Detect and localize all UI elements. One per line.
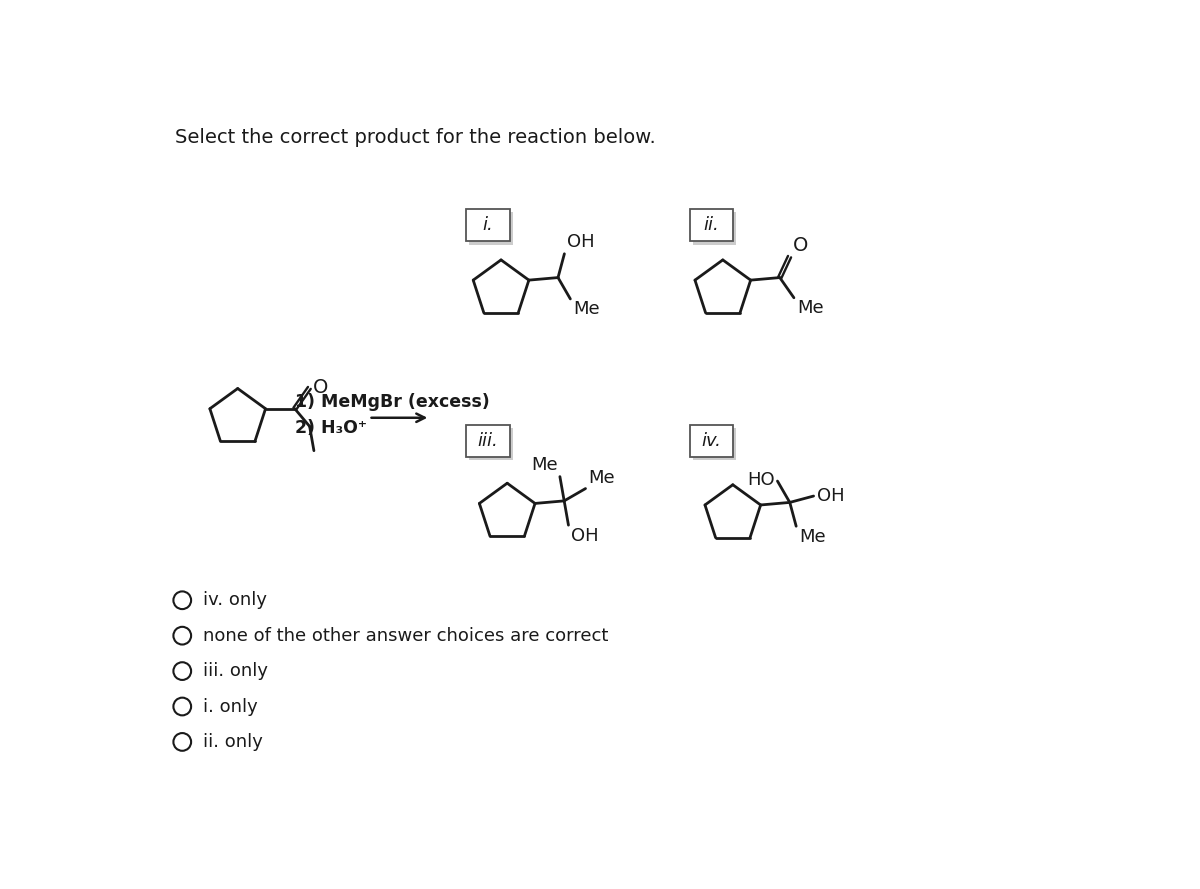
Text: ii.: ii.: [703, 216, 719, 235]
FancyBboxPatch shape: [690, 209, 733, 242]
Text: O: O: [312, 379, 328, 397]
Text: iv. only: iv. only: [203, 591, 266, 609]
Text: i.: i.: [482, 216, 493, 235]
FancyBboxPatch shape: [467, 425, 510, 457]
FancyBboxPatch shape: [469, 428, 512, 461]
Text: OH: OH: [817, 487, 845, 505]
FancyBboxPatch shape: [690, 425, 733, 457]
Text: HO: HO: [746, 470, 774, 489]
Text: Me: Me: [530, 456, 558, 475]
Text: 2) H₃O⁺: 2) H₃O⁺: [295, 419, 367, 436]
Text: ii. only: ii. only: [203, 733, 263, 751]
Text: Me: Me: [799, 528, 826, 546]
FancyBboxPatch shape: [469, 212, 512, 244]
Text: 1) MeMgBr (excess): 1) MeMgBr (excess): [295, 393, 490, 412]
FancyBboxPatch shape: [467, 209, 510, 242]
FancyBboxPatch shape: [692, 428, 736, 461]
Text: OH: OH: [568, 233, 595, 251]
Text: Select the correct product for the reaction below.: Select the correct product for the react…: [174, 128, 655, 148]
Text: none of the other answer choices are correct: none of the other answer choices are cor…: [203, 627, 608, 645]
Text: Me: Me: [797, 300, 823, 317]
Text: O: O: [793, 236, 808, 255]
Text: iv.: iv.: [701, 432, 721, 450]
Text: iii.: iii.: [478, 432, 498, 450]
Text: OH: OH: [571, 527, 599, 546]
Text: Me: Me: [574, 300, 600, 318]
Text: Me: Me: [588, 469, 614, 487]
FancyBboxPatch shape: [692, 212, 736, 244]
Text: i. only: i. only: [203, 698, 258, 716]
Text: iii. only: iii. only: [203, 662, 268, 680]
